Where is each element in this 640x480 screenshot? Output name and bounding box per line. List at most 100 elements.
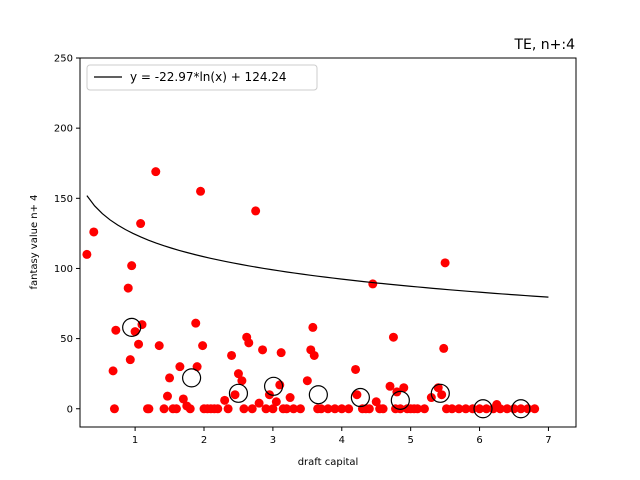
data-point — [388, 332, 398, 342]
data-point — [162, 391, 172, 401]
data-point — [447, 404, 457, 414]
y-tick-label: 100 — [54, 264, 73, 275]
data-point — [481, 404, 491, 414]
data-point — [454, 404, 464, 414]
data-point — [364, 404, 374, 414]
data-point — [502, 404, 512, 414]
data-point — [154, 341, 164, 351]
data-point — [344, 404, 354, 414]
y-tick-label: 50 — [60, 334, 73, 345]
data-point — [109, 404, 119, 414]
data-point — [268, 404, 278, 414]
data-point — [413, 404, 423, 414]
data-point — [419, 404, 429, 414]
data-point — [198, 341, 208, 351]
data-point — [213, 404, 223, 414]
data-point — [223, 404, 233, 414]
data-point — [399, 383, 409, 393]
data-point — [323, 404, 333, 414]
data-point — [134, 339, 144, 349]
x-tick-label: 7 — [545, 435, 551, 446]
fit-line — [86, 195, 549, 298]
data-point — [247, 404, 257, 414]
chart-title: TE, n+:4 — [513, 37, 575, 53]
y-tick-label: 200 — [54, 124, 73, 135]
data-point — [289, 404, 299, 414]
data-point — [475, 404, 485, 414]
data-point — [261, 404, 271, 414]
bin-mean-marker — [473, 399, 493, 419]
bin-mean-marker — [390, 390, 410, 410]
data-point — [178, 394, 188, 404]
bin-mean-marker — [308, 385, 328, 405]
data-point — [385, 381, 395, 391]
data-point — [368, 279, 378, 289]
data-point — [295, 404, 305, 414]
bin-mean-marker — [122, 317, 142, 337]
x-tick-label: 3 — [270, 435, 276, 446]
y-tick-label: 150 — [54, 194, 73, 205]
data-point — [308, 322, 318, 332]
data-point — [285, 393, 295, 403]
bin-mean-marker — [350, 387, 370, 408]
data-point — [378, 404, 388, 414]
data-point — [144, 404, 154, 414]
data-point — [437, 390, 447, 400]
data-point — [337, 404, 347, 414]
data-point — [309, 350, 319, 360]
data-point — [227, 350, 237, 360]
x-tick-label: 5 — [407, 435, 413, 446]
bin-mean-marker — [182, 368, 202, 388]
data-point — [159, 404, 169, 414]
data-point — [108, 366, 118, 376]
data-point — [175, 362, 185, 372]
data-point — [239, 404, 249, 414]
bin-mean-marker — [263, 376, 284, 396]
data-point — [351, 364, 361, 374]
data-point — [230, 390, 240, 400]
data-point — [271, 397, 281, 407]
data-point — [130, 327, 140, 337]
data-point — [495, 404, 505, 414]
data-point — [220, 395, 230, 405]
y-tick-label: 0 — [67, 404, 73, 415]
data-point — [254, 398, 264, 408]
data-point — [251, 206, 261, 216]
x-axis-label: draft capital — [298, 457, 359, 468]
data-point — [127, 261, 137, 271]
data-point — [440, 258, 450, 268]
axes-frame — [79, 57, 577, 428]
x-tick-label: 2 — [201, 435, 207, 446]
data-point — [468, 404, 478, 414]
data-point — [136, 219, 146, 229]
bin-mean-marker — [511, 399, 531, 419]
data-point — [171, 404, 181, 414]
y-axis-label: fantasy value n+ 4 — [29, 194, 40, 289]
data-point — [151, 167, 161, 177]
data-point — [196, 186, 206, 196]
legend-entry-fit: y = -22.97*ln(x) + 124.24 — [130, 70, 287, 84]
data-point — [276, 348, 286, 358]
x-tick-label: 6 — [476, 435, 482, 446]
data-point — [352, 390, 362, 400]
data-point — [461, 404, 471, 414]
data-point — [244, 338, 254, 348]
data-point — [330, 404, 340, 414]
x-tick-label: 4 — [339, 435, 345, 446]
data-point — [282, 404, 292, 414]
data-point — [258, 345, 268, 355]
data-point — [530, 404, 540, 414]
data-point — [237, 376, 247, 386]
bin-mean-marker — [228, 383, 249, 403]
legend-box — [86, 64, 318, 91]
data-point — [125, 355, 135, 365]
data-point — [111, 325, 121, 335]
data-point — [165, 373, 175, 383]
data-point — [439, 343, 449, 353]
bin-mean-marker — [430, 383, 450, 403]
data-point — [233, 369, 243, 379]
x-tick-label: 1 — [132, 435, 138, 446]
data-point — [316, 404, 326, 414]
